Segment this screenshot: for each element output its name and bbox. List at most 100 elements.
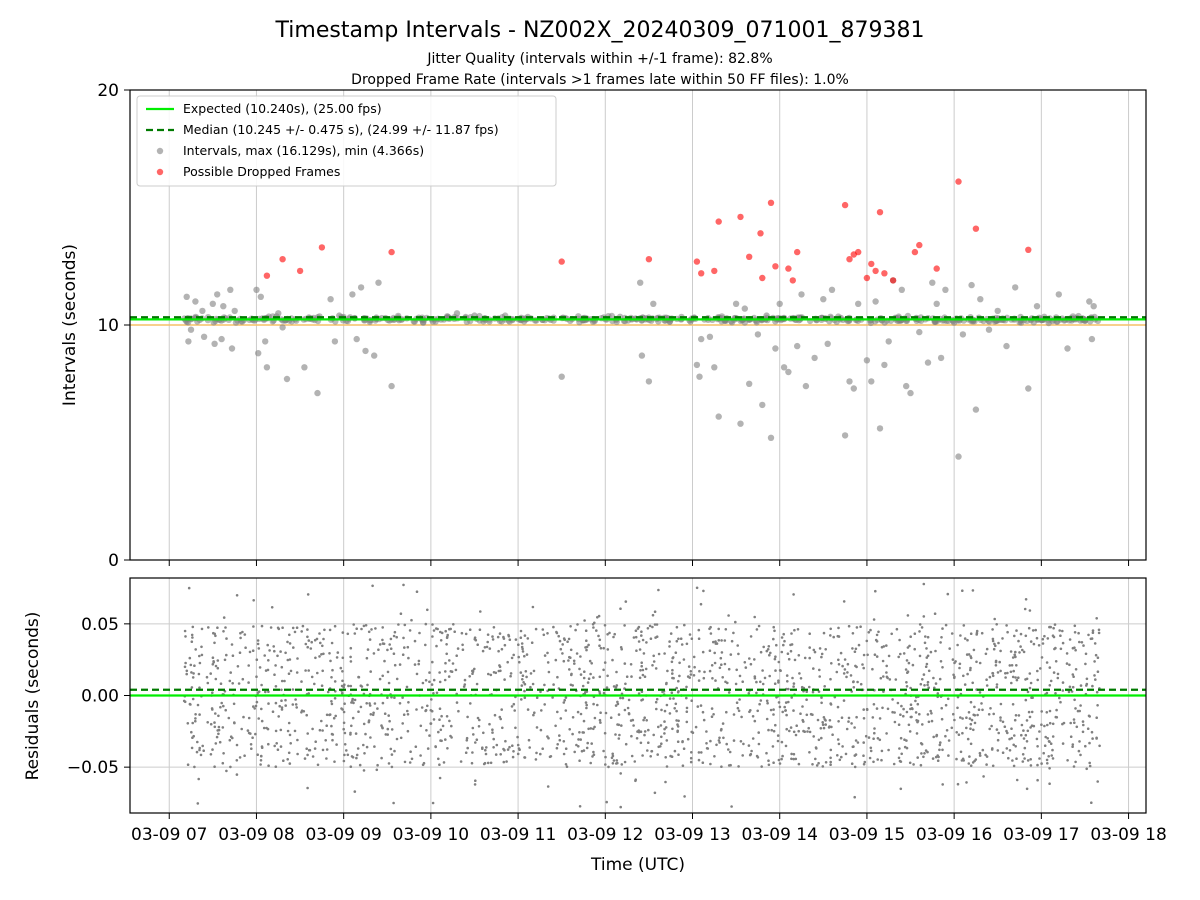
residual-point (520, 642, 524, 645)
residual-point (855, 626, 859, 629)
residual-point (1098, 744, 1101, 748)
residual-point (371, 584, 374, 588)
residual-point (899, 787, 903, 791)
interval-point (767, 434, 775, 441)
residual-point (370, 628, 373, 631)
residual-point (1036, 745, 1039, 748)
residual-point (284, 698, 287, 702)
residual-point (581, 684, 585, 688)
residual-point (304, 642, 308, 646)
residual-point (1069, 721, 1072, 725)
residual-point (675, 686, 678, 690)
residual-point (241, 630, 244, 634)
residuals-ticks: 03-09 07 03-09 08 03-09 09 03-09 10 03-09 11… (67, 615, 1167, 845)
chart-title: Timestamp Intervals - NZ002X_20240309_07… (275, 18, 925, 43)
residual-point (936, 759, 940, 762)
residual-point (665, 765, 669, 768)
residual-point (767, 763, 771, 767)
residual-point (984, 652, 988, 656)
residual-point (271, 710, 275, 713)
residual-point (518, 660, 521, 664)
interval-point (846, 378, 853, 385)
interval-point (1088, 335, 1096, 343)
residual-point (772, 625, 775, 629)
residual-point (969, 722, 973, 726)
residual-point (251, 736, 254, 739)
residual-point (268, 649, 271, 652)
residual-point (944, 734, 947, 738)
residual-point (1082, 723, 1085, 727)
residual-point (1053, 623, 1057, 626)
residual-point (251, 649, 255, 652)
residual-point (473, 667, 476, 671)
residual-point (435, 691, 439, 695)
residual-point (988, 727, 991, 731)
residual-point (729, 653, 733, 656)
residual-point (916, 702, 920, 706)
residual-point (322, 652, 325, 656)
residual-point (408, 629, 412, 632)
residuals-y-axis-label: Residuals (seconds) (23, 612, 43, 781)
residual-point (624, 742, 628, 746)
residual-point (614, 733, 617, 736)
residual-point (760, 765, 763, 768)
residual-point (349, 733, 352, 736)
residual-point (296, 752, 299, 756)
residual-point (685, 720, 689, 724)
residual-point (829, 627, 832, 631)
residual-point (1081, 730, 1085, 734)
residual-point (491, 728, 494, 731)
residual-point (443, 678, 447, 682)
residual-point (790, 752, 793, 756)
residual-point (276, 654, 279, 658)
interval-point (327, 296, 334, 303)
residual-point (474, 779, 477, 782)
residual-point (855, 715, 858, 719)
residual-point (967, 762, 971, 765)
residual-point (558, 734, 561, 737)
residual-point (455, 654, 459, 657)
residual-point (611, 762, 615, 765)
chart-subtitle-dropped: Dropped Frame Rate (intervals >1 frames … (351, 72, 849, 88)
residual-point (642, 718, 645, 722)
residual-point (392, 634, 396, 638)
residual-point (512, 653, 515, 657)
residual-point (320, 684, 324, 687)
residual-point (381, 626, 385, 629)
residual-point (850, 722, 853, 725)
residual-point (1028, 715, 1032, 719)
residual-point (619, 607, 622, 610)
interval-point (1064, 345, 1071, 352)
interval-point (301, 364, 308, 371)
residual-point (957, 733, 961, 736)
residual-point (408, 761, 412, 764)
residual-point (765, 699, 769, 703)
residual-point (532, 713, 535, 717)
residual-point (885, 644, 888, 647)
residual-point (906, 646, 910, 649)
residual-point (1071, 673, 1075, 676)
residual-point (384, 733, 388, 736)
residual-point (343, 753, 346, 757)
interval-point (776, 300, 783, 307)
residual-point (367, 719, 371, 722)
residual-point (991, 672, 995, 675)
residual-point (776, 739, 780, 743)
residual-point (891, 710, 894, 714)
residual-point (959, 634, 962, 637)
residual-point (520, 645, 524, 649)
interval-point (638, 352, 646, 359)
residual-point (229, 671, 232, 674)
residual-point (824, 761, 828, 764)
residual-point (709, 762, 712, 766)
residual-point (289, 669, 293, 673)
residual-point (953, 676, 956, 680)
residual-point (913, 647, 916, 651)
residual-point (712, 713, 715, 716)
residual-point (198, 748, 201, 752)
residual-point (958, 666, 961, 670)
interval-point (841, 432, 849, 439)
residual-point (685, 642, 689, 646)
residual-point (808, 646, 811, 649)
residual-point (474, 638, 478, 642)
